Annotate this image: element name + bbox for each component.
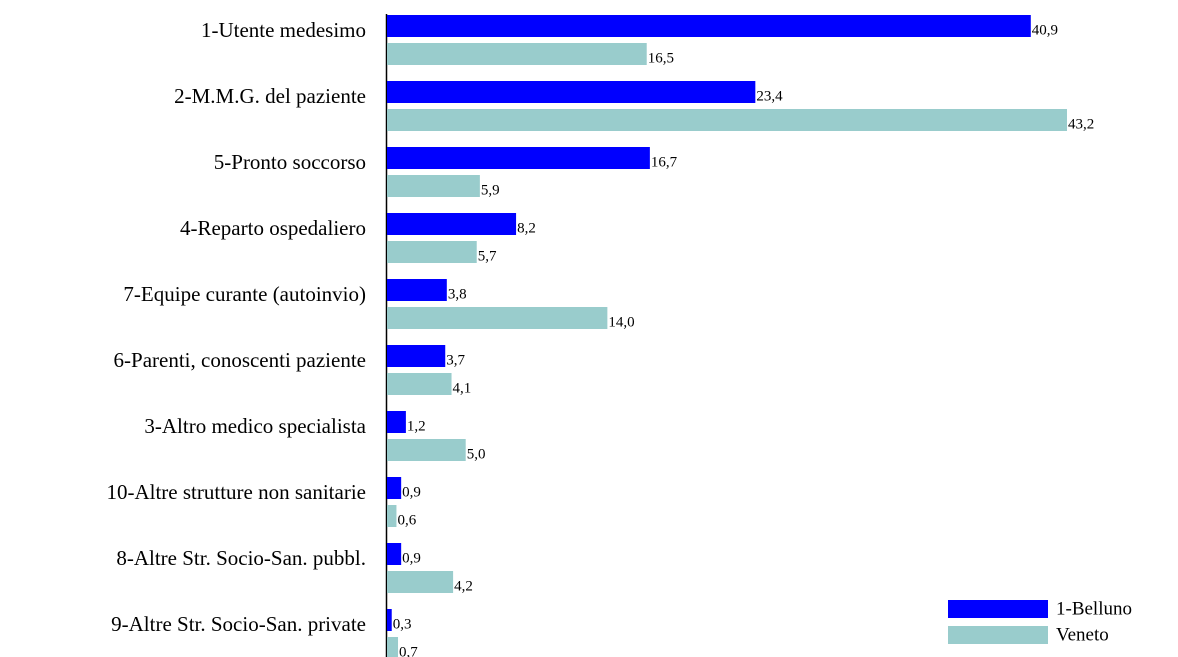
value-label: 0,3: [393, 616, 412, 632]
y-tick-label: 3-Altro medico specialista: [144, 414, 366, 438]
y-tick-label: 1-Utente medesimo: [201, 18, 366, 42]
legend-swatch: [948, 600, 1048, 618]
value-label: 14,0: [608, 314, 634, 330]
value-label: 23,4: [756, 88, 783, 104]
bar: [387, 175, 480, 197]
bar: [387, 411, 406, 433]
legend-label: Veneto: [1056, 624, 1109, 645]
bar: [387, 241, 477, 263]
value-label: 16,7: [651, 154, 678, 170]
bar: [387, 213, 517, 235]
bar: [387, 15, 1031, 37]
bar: [387, 147, 650, 169]
value-label: 8,2: [517, 220, 536, 236]
value-label: 4,2: [454, 578, 473, 594]
value-label: 3,8: [448, 286, 467, 302]
value-label: 16,5: [648, 50, 674, 66]
y-tick-label: 10-Altre strutture non sanitarie: [106, 480, 366, 504]
y-tick-label: 6-Parenti, conoscenti paziente: [114, 348, 366, 372]
value-label: 0,9: [402, 484, 421, 500]
bar: [387, 43, 647, 65]
y-tick-label: 9-Altre Str. Socio-San. private: [111, 612, 366, 636]
y-tick-label: 5-Pronto soccorso: [214, 150, 366, 174]
bar: [387, 81, 756, 103]
bar: [387, 307, 608, 329]
bar: [387, 609, 392, 631]
value-label: 4,1: [453, 380, 472, 396]
bar: [387, 637, 399, 657]
bar: [387, 439, 466, 461]
bar: [387, 543, 402, 565]
bar: [387, 505, 397, 527]
value-label: 5,0: [467, 446, 486, 462]
bar: [387, 345, 446, 367]
value-label: 3,7: [446, 352, 465, 368]
bar: [387, 571, 454, 593]
y-tick-label: 2-M.M.G. del paziente: [174, 84, 366, 108]
value-label: 1,2: [407, 418, 426, 434]
legend-swatch: [948, 626, 1048, 644]
y-tick-label: 8-Altre Str. Socio-San. pubbl.: [116, 546, 366, 570]
value-label: 5,9: [481, 182, 500, 198]
legend-label: 1-Belluno: [1056, 598, 1132, 619]
value-label: 43,2: [1068, 116, 1094, 132]
value-label: 0,6: [397, 512, 416, 528]
bar: [387, 279, 447, 301]
bar: [387, 109, 1067, 131]
bar: [387, 373, 452, 395]
y-tick-label: 7-Equipe curante (autoinvio): [123, 282, 366, 306]
value-label: 5,7: [478, 248, 497, 264]
y-tick-label: 4-Reparto ospedaliero: [180, 216, 366, 240]
value-label: 0,7: [399, 644, 418, 657]
value-label: 0,9: [402, 550, 421, 566]
bar: [387, 477, 402, 499]
value-label: 40,9: [1032, 22, 1058, 38]
